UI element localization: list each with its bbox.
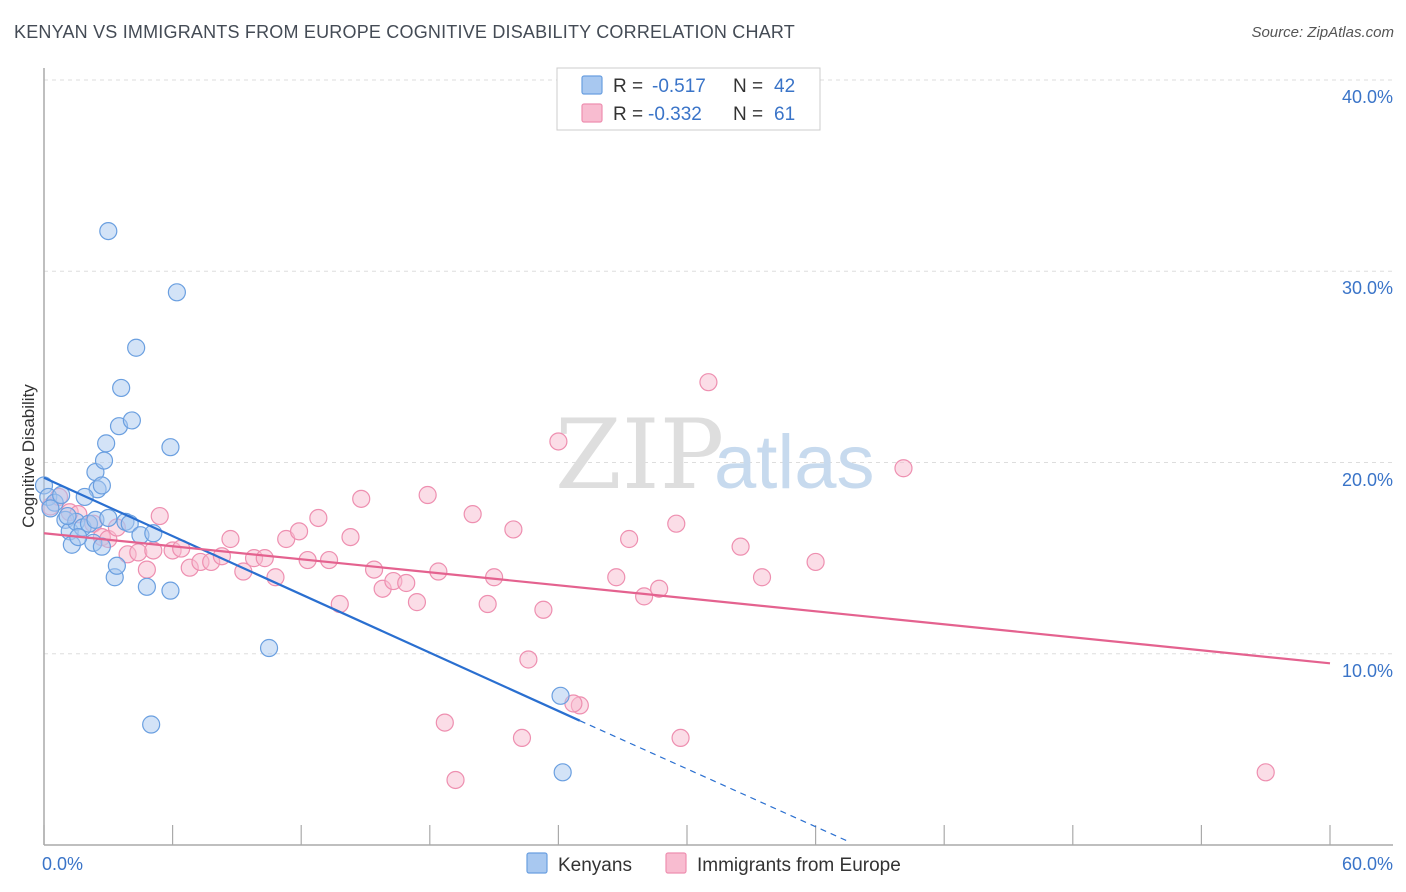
stats-legend: R = -0.517 N = 42 R = -0.332 N = 61 [556,67,821,131]
kenyan-point [127,338,146,357]
y-tick-label-20: 20.0% [1342,470,1393,490]
europe-point [806,552,825,572]
kenyan-point [41,499,60,518]
europe-point [478,594,497,614]
kenyan-point [259,638,279,658]
europe-point [620,529,639,549]
europe-point [635,587,654,606]
kenyan-r-label: R = [613,76,643,97]
europe-point [512,728,532,748]
europe-point [364,560,384,579]
kenyan-r-value: -0.517 [652,76,706,97]
europe-point [352,489,371,508]
europe-point [319,550,339,570]
x-axis-ticks [43,825,1331,845]
trend-lines [43,476,1331,842]
europe-point [534,600,553,619]
y-tick-label-10: 10.0% [1342,661,1393,681]
kenyan-point [107,556,126,575]
x-tick-label-min: 0.0% [42,854,83,874]
europe-point [137,560,156,579]
europe-point [519,650,538,669]
europe-trend-line [43,532,1331,665]
series-legend: Kenyans Immigrants from Europe [526,852,901,876]
europe-point [650,579,669,598]
x-tick-label-max: 60.0% [1342,854,1393,874]
legend-kenyans-label: Kenyans [558,855,632,876]
kenyan-point [551,686,570,705]
chart-source: Source: ZipAtlas.com [1251,24,1394,41]
kenyan-trend-extension [579,720,848,842]
y-axis-label: Cognitive Disability [19,384,38,528]
europe-point [341,527,360,547]
europe-point [435,713,454,732]
europe-point [129,543,148,562]
europe-point [150,506,169,526]
europe-r-label: R = [613,104,643,125]
kenyan-n-value: 42 [774,76,795,97]
europe-point [731,537,750,556]
kenyan-point [58,506,77,526]
kenyan-point [99,508,118,528]
legend-europe-label: Immigrants from Europe [697,855,901,876]
kenyan-point [167,283,186,302]
kenyan-point [161,438,180,457]
kenyan-trend-line [43,476,581,722]
europe-point [407,593,427,612]
europe-point [397,573,416,593]
kenyan-point [161,581,180,600]
europe-point [289,522,309,541]
kenyan-point [94,451,114,470]
legend-kenyans-swatch [526,852,548,874]
kenyan-point [122,411,141,430]
europe-point [309,508,328,528]
europe-point [894,459,913,478]
europe-point [221,529,240,549]
kenyan-point [112,378,131,398]
europe-point [752,568,772,587]
europe-point [418,485,437,505]
europe-r-value: -0.332 [648,104,702,125]
europe-point [446,770,465,790]
legend-europe-swatch [665,852,687,874]
series-kenyan-points [34,221,572,782]
kenyan-point [137,577,156,596]
europe-point [549,432,568,451]
kenyan-point [92,476,111,495]
y-tick-label-40: 40.0% [1342,87,1393,107]
europe-n-label: N = [733,104,763,125]
kenyan-point [142,715,161,734]
chart-title: KENYAN VS IMMIGRANTS FROM EUROPE COGNITI… [14,22,795,42]
y-tick-label-30: 30.0% [1342,278,1393,298]
kenyan-swatch [581,75,603,95]
watermark-atlas: atlas [714,420,875,505]
europe-point [671,728,690,748]
europe-point [255,549,274,568]
europe-point [463,505,482,524]
europe-point [699,373,718,392]
europe-swatch [581,103,603,123]
kenyan-point [553,763,572,782]
europe-point [1256,763,1275,782]
watermark-zip: ZIP [555,399,724,511]
kenyan-point [97,434,116,453]
y-tick-labels: 10.0% 20.0% 30.0% 40.0% [1342,87,1393,681]
kenyan-n-label: N = [733,76,763,97]
europe-point [504,520,523,539]
europe-n-value: 61 [774,104,795,125]
kenyan-point [99,221,118,241]
europe-point [607,568,626,587]
europe-point [667,514,686,533]
